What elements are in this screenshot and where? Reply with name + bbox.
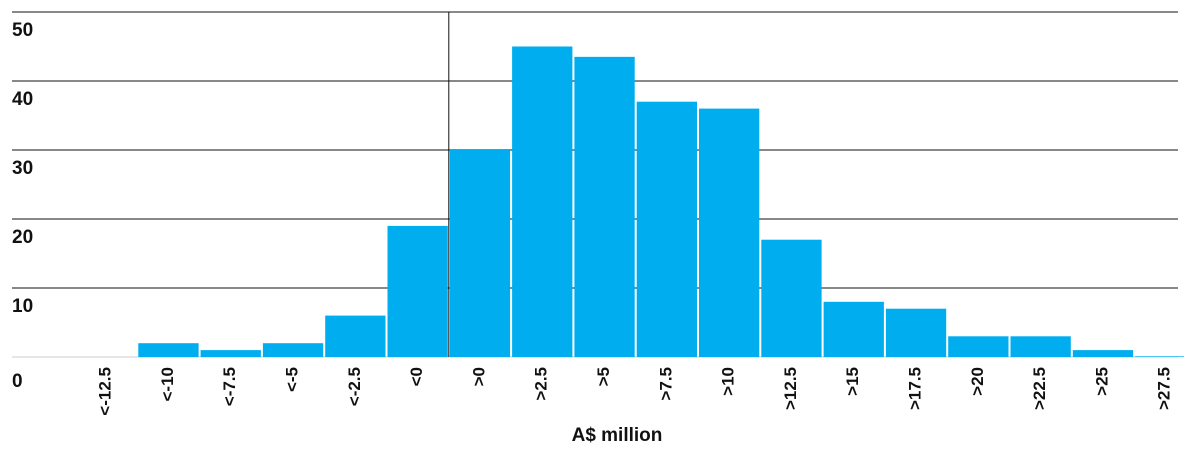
y-tick-label: 40 [12,89,33,110]
bar->7.5 [636,101,697,357]
y-tick-label: 0 [12,371,23,392]
bar->5 [574,56,635,357]
x-tick-label: >5 [594,367,613,386]
x-tick-label: >20 [968,367,987,396]
x-tick-label: <-5 [283,367,302,392]
x-tick-label: >25 [1092,367,1111,396]
x-tick-label: >7.5 [656,367,675,401]
bar->10 [699,108,760,357]
bar->20 [948,336,1009,357]
bar->2.5 [512,46,573,357]
bar->25 [1072,350,1134,357]
bar->15 [823,301,884,357]
bar-<0 [387,225,448,357]
x-tick-label: >22.5 [1030,367,1049,410]
x-tick-label: >2.5 [532,367,551,401]
bar-<-5 [262,343,324,357]
x-tick-label: <-2.5 [345,367,364,406]
x-tick-label: <0 [407,367,426,386]
x-axis-ticks: <-12.5 <-10 <-7.5 <-5 <-2.5 <0 >0 >2.5 >5 >7.5 >10… [96,367,1174,416]
x-tick-label: >0 [469,367,488,386]
bar->27.5 [1135,356,1184,357]
x-tick-label: <-7.5 [220,367,239,406]
bar-<-7.5 [200,350,261,357]
x-axis-title: A$ million [572,425,663,446]
bar-<-10 [138,343,199,357]
y-axis-ticks: 0 10 20 30 40 50 [12,20,33,392]
bar->22.5 [1010,336,1071,357]
y-tick-label: 30 [12,158,33,179]
x-tick-label: >17.5 [906,367,925,410]
y-tick-label: 10 [12,296,33,317]
bar->17.5 [885,308,947,357]
x-tick-label: >12.5 [781,367,800,410]
bars [138,46,1184,357]
x-tick-label: >27.5 [1155,367,1174,410]
bar-<-2.5 [325,315,386,357]
x-tick-label: <-10 [158,367,177,402]
y-tick-label: 50 [12,20,33,41]
y-tick-label: 20 [12,227,33,248]
x-tick-label: >15 [843,367,862,396]
x-tick-label: >10 [719,367,738,396]
x-tick-label: <-12.5 [96,367,115,416]
bar->0 [449,150,511,357]
bar->12.5 [761,239,822,357]
